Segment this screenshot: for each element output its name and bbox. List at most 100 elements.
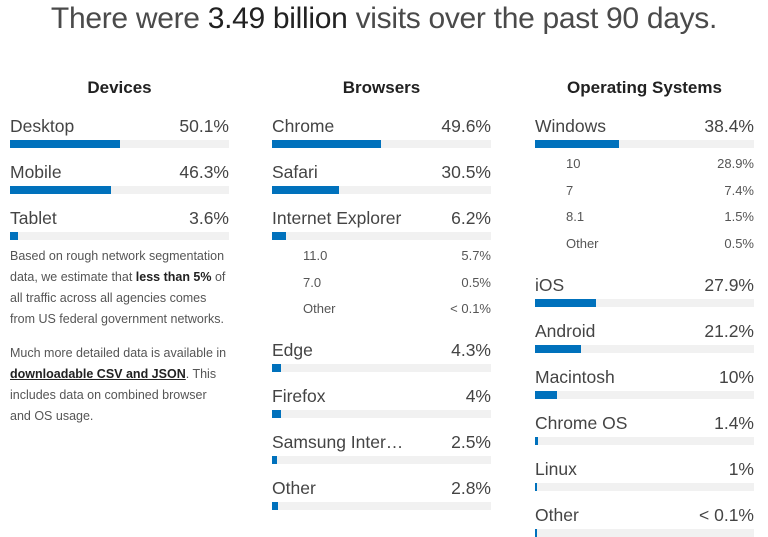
- stat-bar: [272, 410, 281, 419]
- stat-bar: [10, 140, 120, 148]
- browsers-column: Browsers Chrome 49.6% Safari 30.5% Interne…: [272, 78, 491, 512]
- stat-bar: [272, 186, 339, 194]
- stat-row: Samsung Inter… 2.5%: [272, 420, 491, 466]
- stat-row: Desktop 50.1%: [10, 104, 229, 150]
- stat-bar-track: [272, 410, 491, 419]
- stat-bar: [535, 482, 538, 491]
- stat-bar-track: [272, 232, 491, 240]
- stat-row: Firefox 4%: [272, 374, 491, 420]
- os-column: Operating Systems Windows 38.4% 10 28.9% 7 7…: [535, 78, 754, 537]
- stat-value: 30.5%: [441, 162, 491, 182]
- stat-row: Safari 30.5%: [272, 150, 491, 196]
- stat-row: Chrome OS 1.4%: [535, 401, 754, 447]
- stat-value: 21.2%: [704, 320, 754, 341]
- stat-bar: [272, 502, 279, 511]
- stat-value: 6.2%: [451, 208, 491, 228]
- stat-label: Samsung Inter…: [272, 432, 404, 453]
- stat-label: Macintosh: [535, 366, 615, 387]
- stat-row: Windows 38.4%: [535, 104, 754, 150]
- download-data-link[interactable]: downloadable CSV and JSON: [10, 367, 186, 381]
- stat-row: Linux 1%: [535, 447, 754, 493]
- stat-bar: [535, 436, 539, 445]
- stat-label: Internet Explorer: [272, 208, 402, 228]
- devices-column: Devices Desktop 50.1% Mobile 46.3% Tablet 3…: [10, 78, 229, 440]
- stat-value: 1.4%: [714, 412, 754, 433]
- stat-bar-track: [535, 436, 754, 445]
- stat-row: iOS 27.9%: [535, 263, 754, 309]
- stat-label: Windows: [535, 116, 606, 136]
- sub-item: Other 0.5%: [566, 235, 754, 251]
- stat-label: iOS: [535, 274, 565, 295]
- stat-label: Other: [535, 504, 579, 525]
- stat-label: Safari: [272, 162, 318, 182]
- stat-bar-track: [10, 186, 229, 194]
- stat-bar: [272, 456, 278, 465]
- stat-bar: [10, 232, 18, 240]
- stat-bar-track: [272, 186, 491, 194]
- stat-row: Macintosh 10%: [535, 355, 754, 401]
- stat-label: Firefox: [272, 386, 326, 407]
- stat-value: 1%: [728, 458, 754, 479]
- stat-label: Other: [272, 478, 316, 499]
- stat-bar: [272, 140, 381, 148]
- stat-bar-track: [272, 364, 491, 373]
- stat-row: Other < 0.1%: [535, 493, 754, 537]
- column-title: Operating Systems: [567, 78, 722, 97]
- stat-bar-track: [10, 232, 229, 240]
- stat-label: Edge: [272, 340, 313, 361]
- sub-list: 10 28.9% 7 7.4% 8.1 1.5% Other 0.5%: [535, 150, 754, 257]
- sub-item: 10 28.9%: [566, 155, 754, 171]
- stat-value: 49.6%: [441, 116, 491, 136]
- sub-item: 11.0 5.7%: [303, 247, 491, 263]
- stat-bar: [272, 364, 282, 373]
- stat-bar: [535, 528, 537, 537]
- page-title: There were 3.49 billion visits over the …: [50, 2, 718, 35]
- sub-list: 11.0 5.7% 7.0 0.5% Other < 0.1%: [272, 242, 491, 322]
- network-note: Based on rough network segmentation data…: [10, 249, 227, 423]
- stat-value: 38.4%: [704, 116, 754, 136]
- stat-row: Chrome 49.6%: [272, 104, 491, 150]
- stat-value: 3.6%: [189, 208, 229, 228]
- sub-item: 7 7.4%: [566, 182, 754, 198]
- stat-row: Internet Explorer 6.2%: [272, 196, 491, 242]
- stat-label: Tablet: [10, 208, 57, 228]
- stat-value: 27.9%: [704, 274, 754, 295]
- stat-bar: [535, 298, 597, 307]
- stat-row: Edge 4.3%: [272, 328, 491, 374]
- column-title: Browsers: [342, 78, 421, 97]
- stat-label: Linux: [535, 458, 577, 479]
- stat-bar-track: [272, 140, 491, 148]
- stat-label: Android: [535, 320, 596, 341]
- stat-bar: [535, 344, 582, 353]
- stat-bar-track: [535, 140, 754, 148]
- stat-bar: [10, 186, 112, 194]
- stat-value: 50.1%: [179, 116, 229, 136]
- stat-value: 4%: [465, 386, 491, 407]
- stat-bar: [535, 140, 620, 148]
- stat-label: Mobile: [10, 162, 62, 182]
- stat-bar-track: [535, 528, 754, 537]
- sub-item: Other < 0.1%: [303, 301, 491, 317]
- stat-label: Desktop: [10, 116, 75, 136]
- sub-item: 7.0 0.5%: [303, 274, 491, 290]
- stat-value: 2.8%: [451, 478, 491, 499]
- stat-label: Chrome: [272, 116, 335, 136]
- stat-value: 46.3%: [179, 162, 229, 182]
- visits-count: 3.49 billion: [207, 2, 348, 35]
- stat-row: Tablet 3.6%: [10, 196, 229, 242]
- stat-bar-track: [272, 456, 491, 465]
- stat-value: 10%: [718, 366, 754, 387]
- stat-bar: [272, 232, 286, 240]
- sub-item: 8.1 1.5%: [566, 209, 754, 225]
- stat-row: Android 21.2%: [535, 309, 754, 355]
- stat-bar: [535, 390, 557, 399]
- stat-row: Mobile 46.3%: [10, 150, 229, 196]
- stat-bar-track: [10, 140, 229, 148]
- stat-row: Other 2.8%: [272, 466, 491, 512]
- stat-bar-track: [535, 482, 754, 491]
- stat-value: 4.3%: [451, 340, 491, 361]
- column-title: Devices: [87, 78, 152, 97]
- stat-bar-track: [272, 502, 491, 511]
- stat-bar-track: [535, 298, 754, 307]
- stat-label: Chrome OS: [535, 412, 628, 433]
